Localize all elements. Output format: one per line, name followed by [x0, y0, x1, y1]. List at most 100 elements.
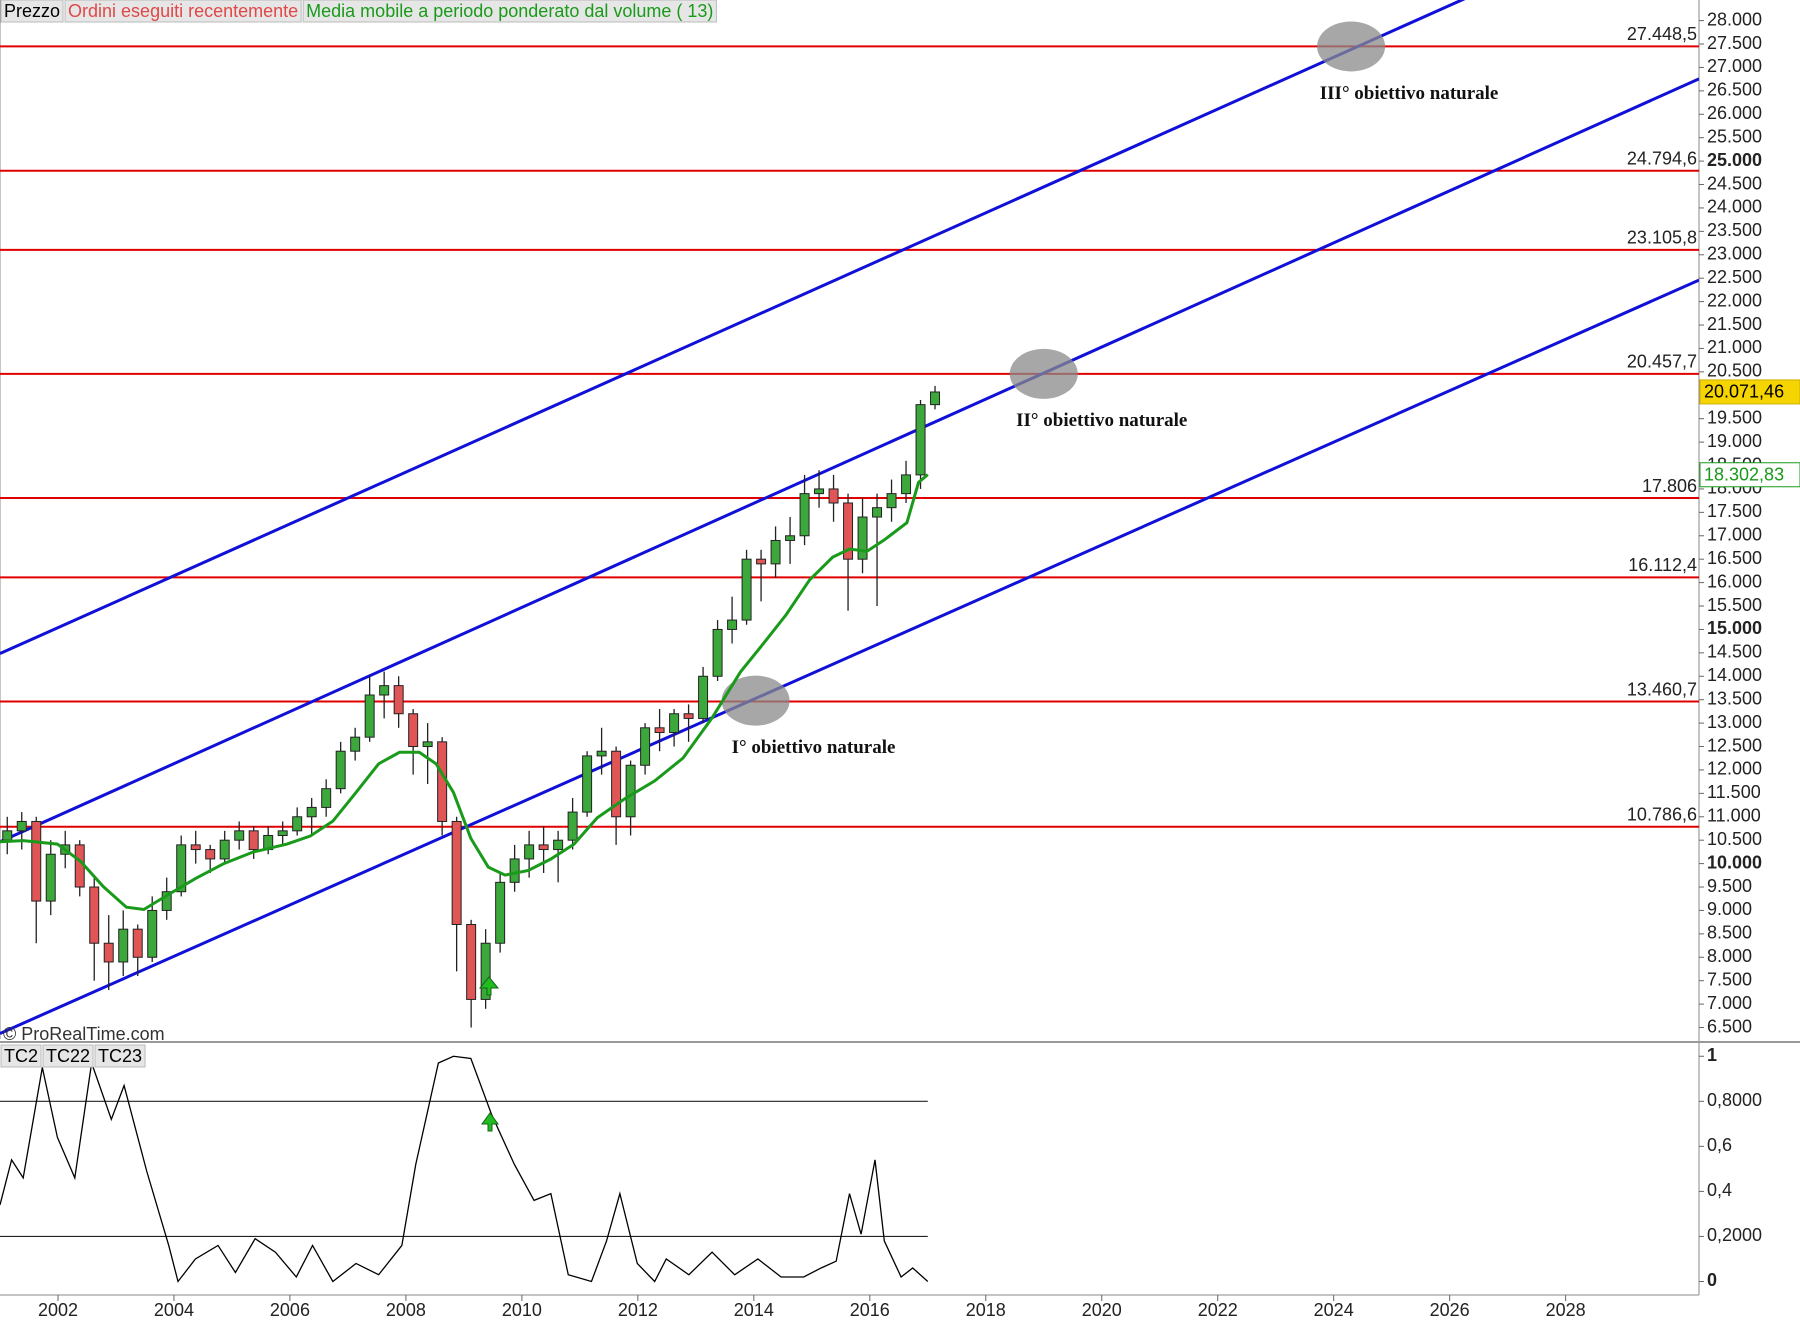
y-tick-label: 0,8000	[1707, 1090, 1762, 1110]
candle-body	[321, 788, 332, 808]
candle-body	[335, 750, 346, 790]
candle-body	[741, 558, 752, 621]
y-tick-label: 26.000	[1707, 103, 1762, 123]
candle-body	[480, 942, 491, 1000]
y-tick-label: 19.000	[1707, 431, 1762, 451]
watermark: © ProRealTime.com	[3, 1024, 165, 1044]
oscillator-plot	[0, 1055, 929, 1283]
x-tick-label: 2006	[270, 1300, 310, 1320]
candle-body	[625, 764, 636, 818]
candle-body	[611, 750, 622, 818]
candle-body	[118, 928, 129, 963]
candle-body	[466, 923, 477, 1000]
y-tick-label: 26.500	[1707, 80, 1762, 100]
x-tick-label: 2016	[850, 1300, 890, 1320]
candle-body	[553, 839, 564, 851]
candle-body	[683, 713, 694, 719]
candle-body	[640, 727, 651, 766]
target-zone	[721, 675, 790, 726]
candle-body	[669, 713, 680, 733]
y-tick-label: 24.000	[1707, 197, 1762, 217]
y-tick-label: 8.000	[1707, 946, 1752, 966]
x-tick-label: 2010	[502, 1300, 542, 1320]
x-tick-label: 2028	[1546, 1300, 1586, 1320]
level-label: 10.786,6	[1627, 805, 1697, 825]
y-tick-label: 23.000	[1707, 244, 1762, 264]
x-tick-label: 2024	[1314, 1300, 1354, 1320]
candle-body	[770, 539, 781, 565]
y-tick-label: 15.500	[1707, 595, 1762, 615]
x-tick-label: 2014	[734, 1300, 774, 1320]
y-tick-label: 25.500	[1707, 126, 1762, 146]
legend-label: Prezzo	[4, 1, 60, 21]
candle-body	[886, 493, 897, 509]
candle-body	[161, 891, 172, 911]
y-tick-label: 0	[1707, 1270, 1717, 1290]
level-label: 24.794,6	[1627, 148, 1697, 168]
signal-arrow	[481, 1112, 499, 1132]
y-tick-label: 24.500	[1707, 173, 1762, 193]
candle-body	[277, 830, 288, 837]
candle-body	[930, 391, 941, 406]
candle-body	[915, 404, 926, 476]
candle-body	[176, 844, 187, 893]
candle-body	[567, 811, 578, 841]
y-tick-label: 10.500	[1707, 829, 1762, 849]
y-tick-label: 12.500	[1707, 735, 1762, 755]
level-label: 23.105,8	[1627, 228, 1697, 248]
x-tick-label: 2026	[1430, 1300, 1470, 1320]
candle-body	[872, 507, 883, 518]
last-value-label: 20.071,46	[1704, 382, 1784, 402]
y-tick-label: 6.500	[1707, 1016, 1752, 1036]
candle-body	[234, 830, 245, 841]
candle-body	[451, 820, 462, 925]
y-tick-label: 9.000	[1707, 899, 1752, 919]
candle-body	[698, 675, 709, 719]
legend-box	[94, 1044, 146, 1068]
candle-body	[364, 694, 375, 738]
y-tick-label: 7.000	[1707, 993, 1752, 1013]
y-tick-label: 27.000	[1707, 56, 1762, 76]
last-value-box	[1699, 462, 1800, 488]
legend-label: Ordini eseguiti recentemente	[68, 1, 298, 21]
y-tick-label: 7.500	[1707, 969, 1752, 989]
y-tick-label: 25.000	[1707, 150, 1762, 170]
level-label: 20.457,7	[1627, 352, 1697, 372]
candle-body	[596, 750, 607, 757]
candle-body	[857, 516, 868, 560]
candle-body	[756, 558, 767, 565]
target-label: I° obiettivo naturale	[732, 737, 896, 758]
y-tick-label: 14.000	[1707, 665, 1762, 685]
candle-body	[524, 844, 535, 860]
candle-body	[306, 806, 317, 818]
target-label: II° obiettivo naturale	[1016, 410, 1187, 431]
last-value-box	[1699, 379, 1800, 405]
legend-label: Media mobile a periodo ponderato dal vol…	[306, 1, 713, 21]
oscillator-line	[0, 1055, 929, 1283]
y-tick-label: 17.000	[1707, 525, 1762, 545]
last-value-label: 18.302,83	[1704, 465, 1784, 485]
y-tick-label: 11.000	[1707, 806, 1761, 826]
candle-body	[147, 909, 158, 958]
candle-body	[422, 741, 433, 748]
y-tick-label: 1	[1707, 1045, 1717, 1065]
y-tick-label: 9.500	[1707, 876, 1752, 896]
candle-body	[89, 886, 100, 944]
candle-body	[16, 820, 27, 832]
y-tick-label: 16.000	[1707, 571, 1762, 591]
candle-body	[248, 830, 259, 851]
legend-box	[302, 0, 717, 23]
y-tick-label: 22.000	[1707, 290, 1762, 310]
channel-line	[0, 0, 1466, 655]
y-tick-label: 0,4	[1707, 1180, 1732, 1200]
y-tick-label: 15.000	[1707, 618, 1762, 638]
candle-body	[219, 839, 230, 860]
x-tick-label: 2004	[154, 1300, 194, 1320]
y-tick-label: 17.500	[1707, 501, 1762, 521]
candle-body	[799, 493, 810, 537]
candle-body	[45, 853, 56, 902]
y-tick-label: 23.500	[1707, 220, 1762, 240]
level-label: 16.112,4	[1628, 555, 1697, 575]
